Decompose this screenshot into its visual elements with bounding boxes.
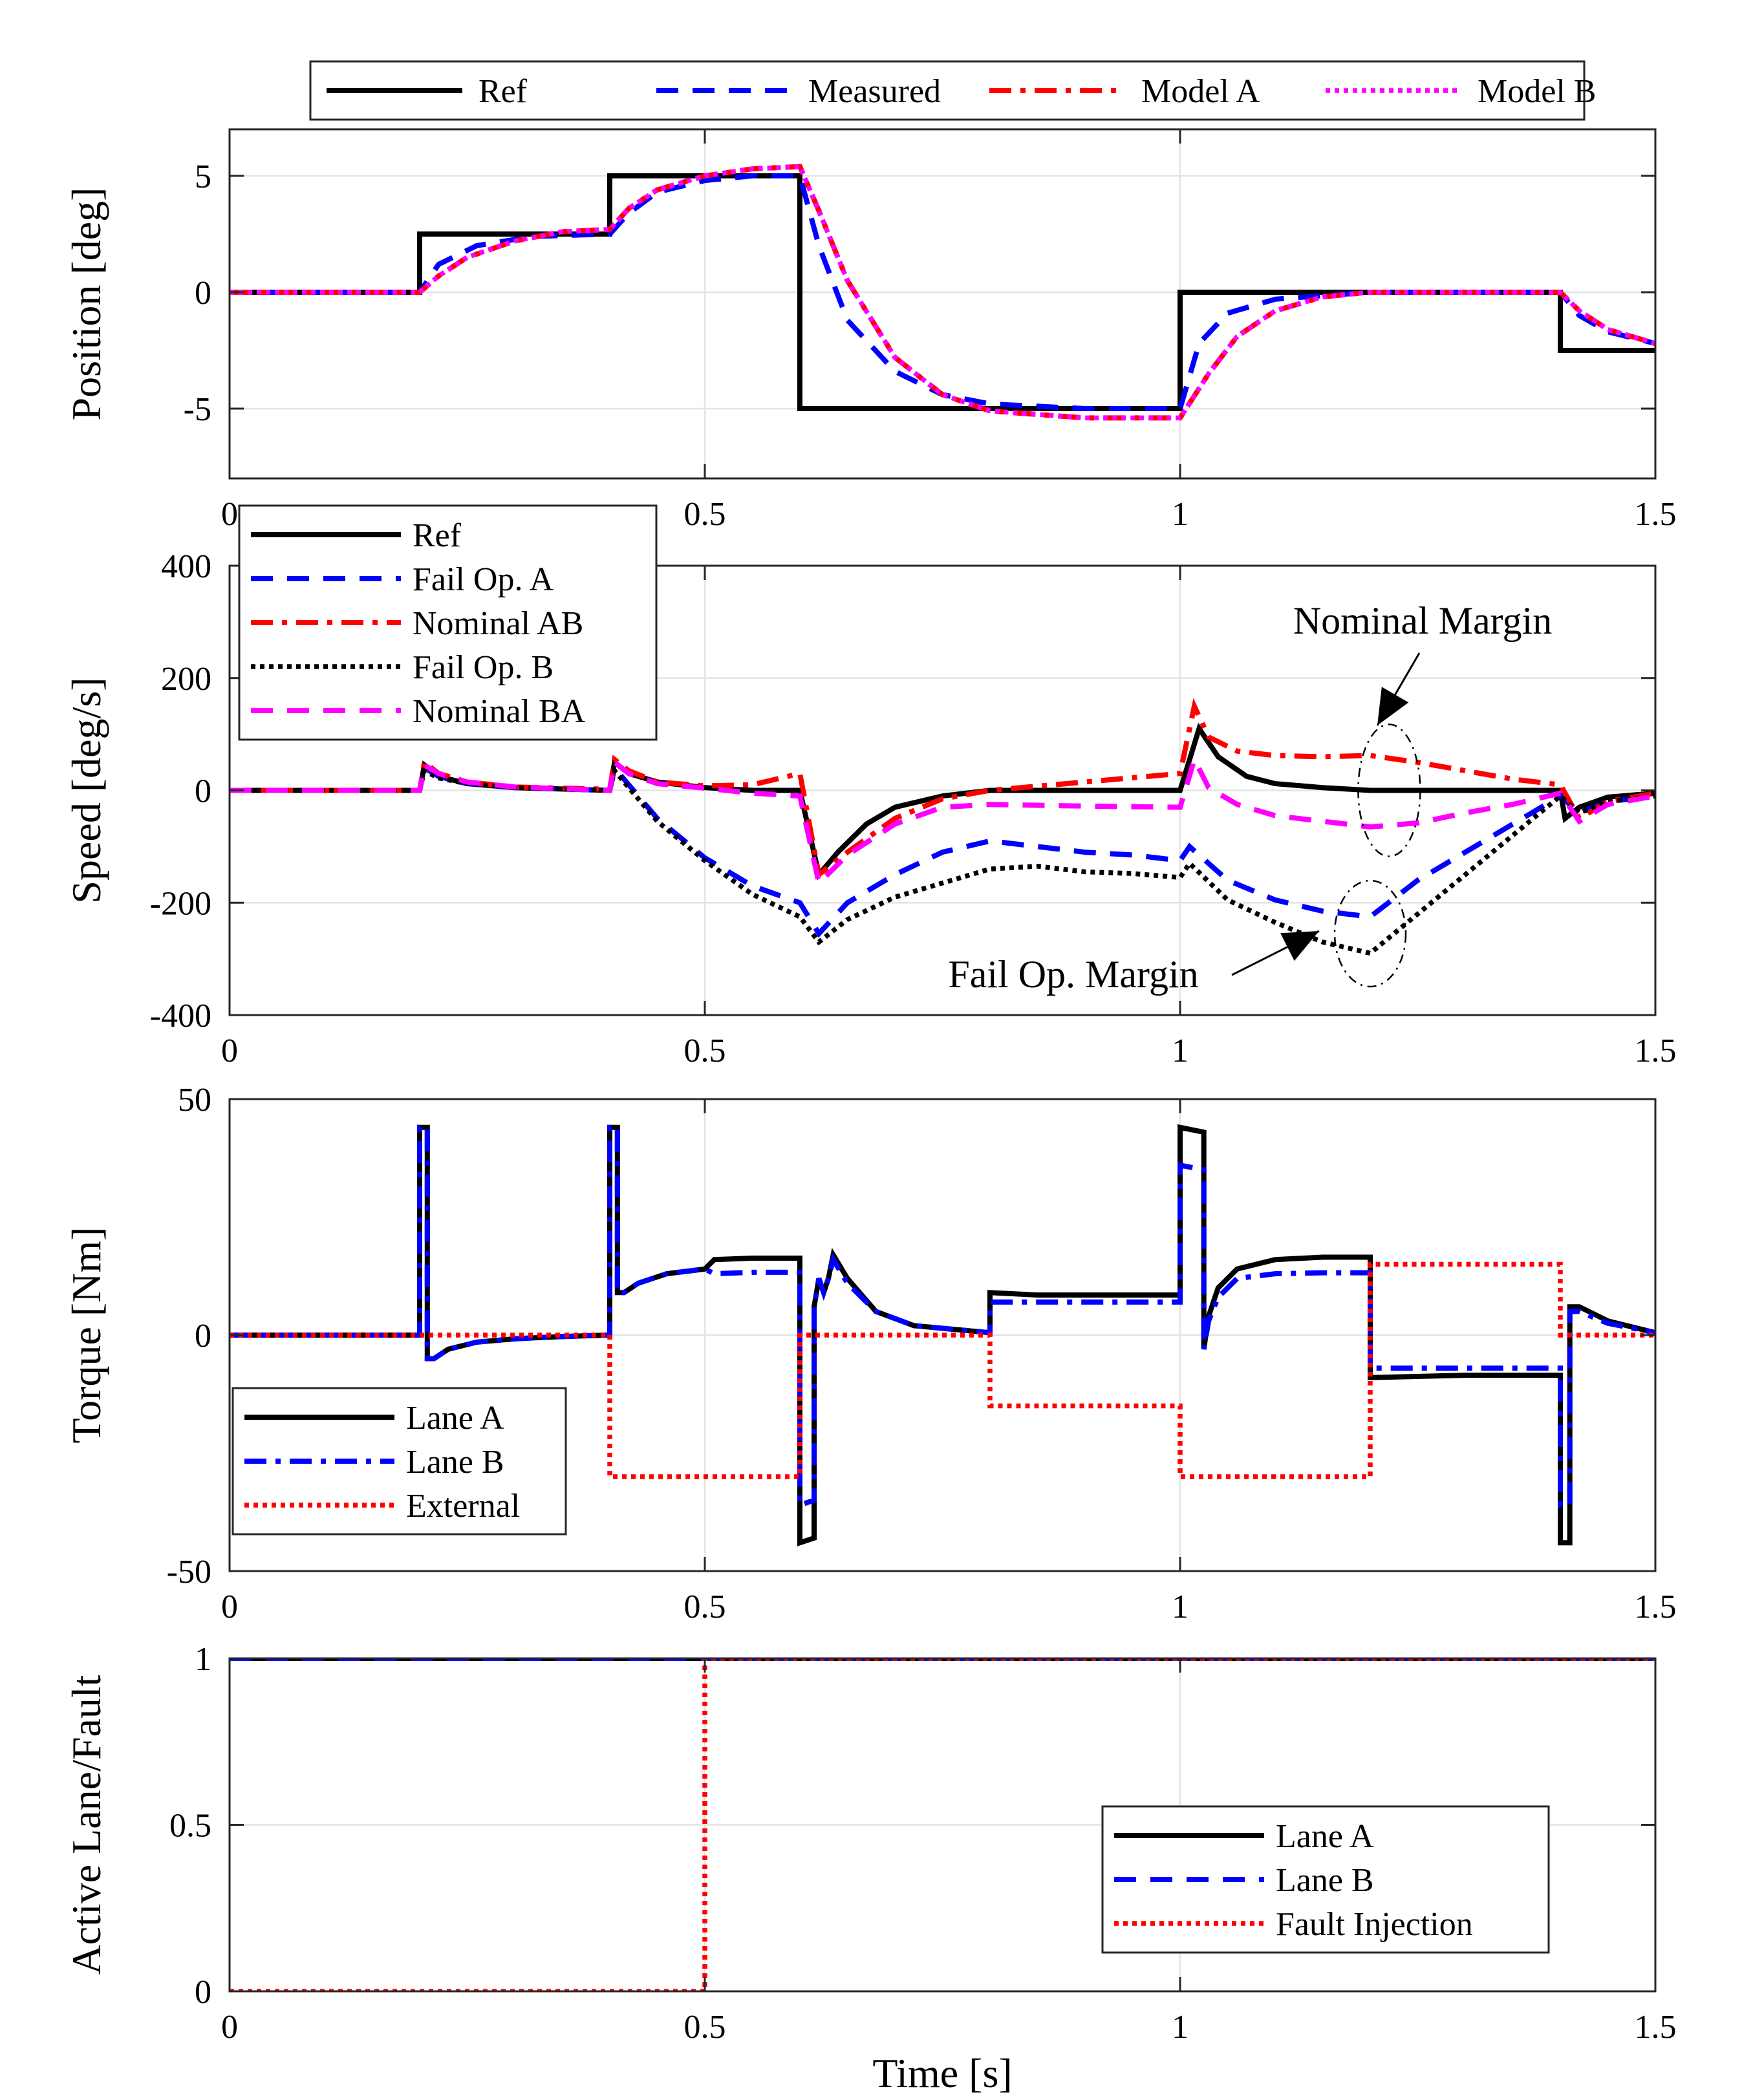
series-group [230, 1124, 1655, 1547]
legend-label-measured: Measured [808, 73, 941, 110]
legend: Ref Fail Op. A Nominal AB Fail Op. B Nominal… [238, 504, 658, 741]
y-tick-label: 0 [195, 1974, 211, 2011]
y-tick-label: 0 [195, 773, 211, 810]
legend: Lane A Lane B Fault Injection [1101, 1805, 1550, 1954]
series-line-fail-op-b [230, 765, 1655, 956]
legend-label-external: External [406, 1488, 520, 1525]
x-tick-label: 1 [1172, 496, 1189, 533]
series-line-model-b [230, 164, 1655, 421]
x-tick-label: 0.5 [684, 2009, 726, 2046]
y-tick-label: 50 [178, 1082, 211, 1119]
x-tick-label: 0 [221, 496, 238, 533]
y-tick-label: -200 [150, 885, 211, 922]
subplot-active-lane: 0 0.5 1 1.5 0 0.5 1 Active Lane/Fault Time [s] La… [63, 1641, 1677, 2096]
plot-area [230, 129, 1655, 478]
series-group [230, 164, 1655, 421]
x-tick-label: 0.5 [684, 1589, 726, 1625]
y-tick-label: -400 [150, 998, 211, 1034]
legend-label-model-b: Model B [1478, 73, 1596, 110]
series-line-ref [230, 173, 1655, 411]
legend: Ref Measured Model A Model B [309, 60, 1596, 121]
y-axis-label: Torque [Nm] [63, 1227, 109, 1444]
x-tick-label: 1.5 [1635, 1589, 1677, 1625]
legend-label-nominal-ab: Nominal AB [413, 605, 583, 642]
x-tick-label: 0 [221, 1589, 238, 1625]
nominal-margin-arrow-head [1377, 687, 1409, 725]
legend-label-model-a: Model A [1141, 73, 1260, 110]
series-line-fail-op-a [230, 762, 1655, 938]
y-tick-label: 0 [195, 275, 211, 312]
subplot-torque: 0 0.5 1 1.5 -50 0 50 Torque [Nm] Lane A Lane B Ext… [63, 1082, 1677, 1625]
y-tick-label: 400 [161, 548, 211, 585]
legend: Lane A Lane B External [231, 1387, 567, 1536]
annotation-fail-op-margin: Fail Op. Margin [948, 953, 1198, 996]
y-tick-label: -50 [167, 1554, 211, 1590]
x-tick-label: 0.5 [684, 1033, 726, 1069]
x-tick-label: 1 [1172, 1033, 1189, 1069]
x-tick-label: 1.5 [1635, 1033, 1677, 1069]
series-group [230, 698, 1655, 956]
legend-label-fail-op-a: Fail Op. A [413, 561, 554, 598]
x-axis-label: Time [s] [872, 2050, 1012, 2096]
series-line-external [230, 1261, 1655, 1479]
y-tick-label: 0.5 [169, 1808, 211, 1845]
x-tick-label: 1 [1172, 1589, 1189, 1625]
x-tick-label: 1 [1172, 2009, 1189, 2046]
axes-box [228, 128, 1657, 480]
legend-label-nominal-ba: Nominal BA [413, 693, 586, 730]
legend-label-lane-b: Lane B [406, 1444, 504, 1481]
legend-label-lane-b: Lane B [1276, 1862, 1374, 1899]
series-line-nominal-ab [230, 698, 1655, 880]
legend-label-ref: Ref [479, 73, 528, 110]
annotations: Nominal Margin Fail Op. Margin [948, 599, 1552, 996]
fail-op-margin-ellipse [1333, 879, 1407, 988]
x-tick-label: 0 [221, 1033, 238, 1069]
y-tick-label: 1 [195, 1641, 211, 1678]
legend-box [1101, 1805, 1550, 1954]
x-tick-label: 1.5 [1635, 2009, 1677, 2046]
x-tick-label: 0.5 [684, 496, 726, 533]
y-tick-label: -5 [184, 391, 211, 428]
annotation-nominal-margin: Nominal Margin [1293, 599, 1553, 642]
y-tick-label: 200 [161, 661, 211, 698]
legend-label-fault-injection: Fault Injection [1276, 1906, 1473, 1943]
subplot-speed: 0 0.5 1 1.5 -400 -200 0 200 400 Speed [deg/s] Ref F… [63, 504, 1677, 1069]
legend-label-lane-a: Lane A [1276, 1818, 1374, 1855]
series-line-nominal-ba [230, 752, 1655, 888]
nominal-margin-ellipse [1357, 723, 1421, 857]
x-tick-label: 1.5 [1635, 496, 1677, 533]
y-axis-label: Speed [deg/s] [63, 677, 109, 903]
y-axis-label: Active Lane/Fault [63, 1675, 109, 1975]
legend-label-lane-a: Lane A [406, 1400, 504, 1437]
x-tick-label: 0 [221, 2009, 238, 2046]
y-tick-label: 5 [195, 158, 211, 195]
subplot-position: 0 0.5 1 1.5 -5 0 5 Position [deg] Ref Measured Mod… [63, 60, 1677, 533]
legend-label-fail-op-b: Fail Op. B [413, 649, 554, 686]
y-axis-label: Position [deg] [63, 187, 109, 421]
legend-box [231, 1387, 567, 1536]
y-tick-label: 0 [195, 1318, 211, 1354]
legend-label-ref: Ref [413, 517, 462, 554]
fail-op-margin-arrow-head [1280, 931, 1319, 961]
